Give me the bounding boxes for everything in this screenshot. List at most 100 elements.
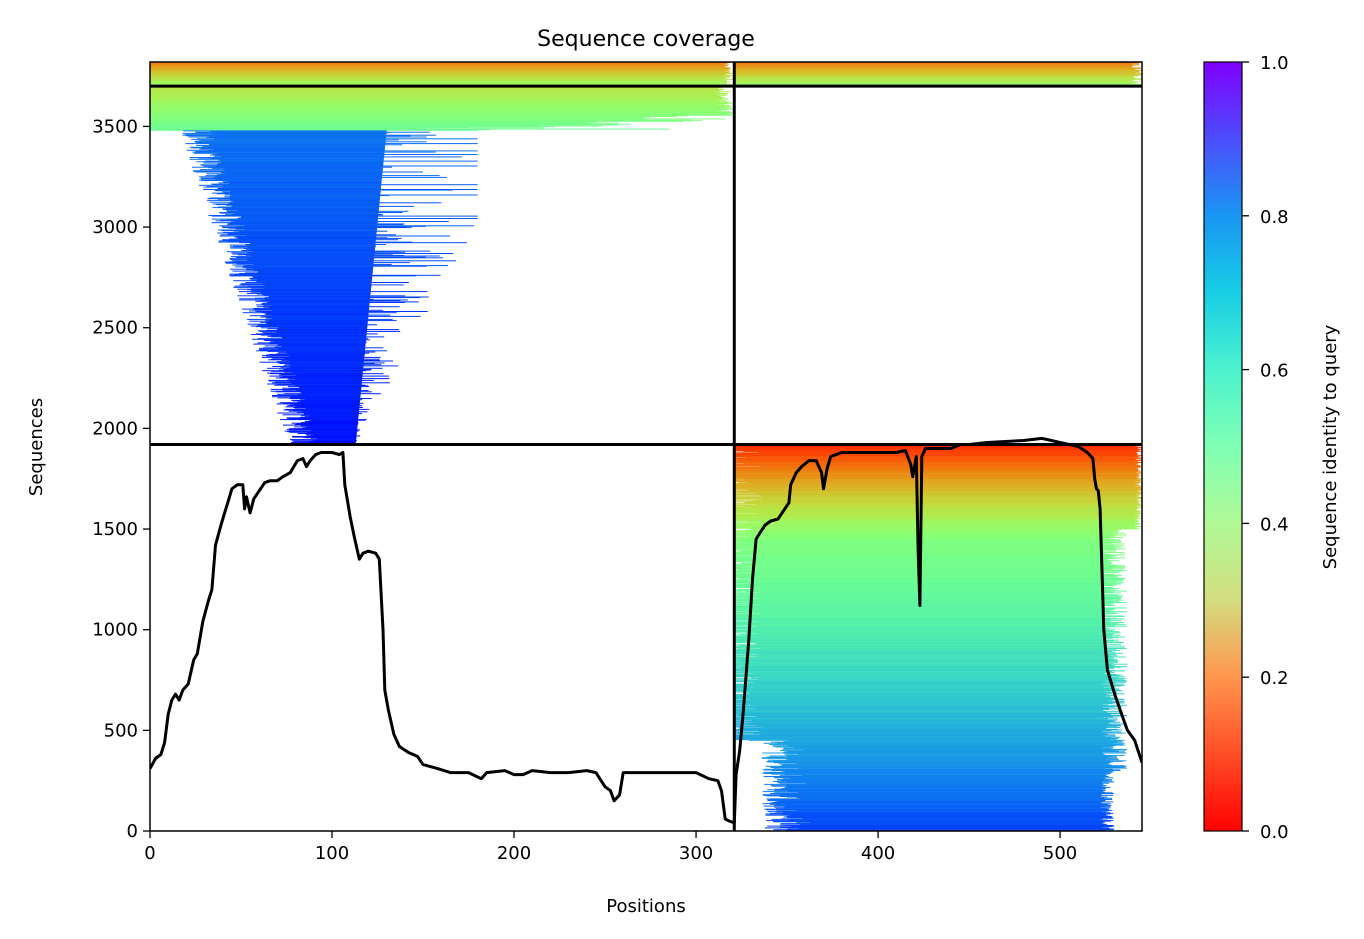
coverage-row [756, 504, 1141, 506]
coverage-row [269, 353, 365, 355]
coverage-row [150, 89, 723, 91]
coverage-row [734, 538, 1114, 540]
coverage-row [789, 777, 1106, 779]
coverage-row [734, 701, 1117, 703]
coverage-row [150, 106, 725, 108]
coverage-row [150, 128, 426, 129]
coverage-row [239, 299, 408, 301]
coverage-row [197, 142, 386, 144]
coverage-row [786, 756, 1113, 758]
coverage-row [242, 266, 374, 268]
coverage-row [220, 173, 383, 175]
coverage-row [212, 154, 478, 155]
coverage-row [245, 244, 387, 245]
coverage-row [316, 438, 357, 440]
coverage-row [200, 177, 382, 179]
coverage-row [755, 500, 1137, 501]
coverage-row [150, 119, 692, 121]
coverage-row [734, 710, 1123, 712]
coverage-row [734, 74, 1141, 76]
coverage-row [734, 519, 1136, 521]
coverage-row [281, 359, 380, 361]
coverage-row [734, 574, 1115, 576]
coverage-row [744, 479, 1141, 481]
coverage-row [766, 795, 1102, 797]
coverage-row [767, 800, 1106, 802]
coverage-row [745, 534, 1127, 536]
x-tick-label: 100 [315, 843, 349, 864]
coverage-row [234, 260, 374, 262]
coverage-row [751, 721, 1120, 723]
coverage-row [734, 536, 1116, 538]
coverage-row [734, 473, 1141, 475]
coverage-row [757, 620, 1105, 622]
coverage-row [734, 654, 1110, 656]
coverage-row [296, 423, 359, 425]
coverage-row [150, 71, 725, 73]
coverage-row [734, 503, 1140, 505]
coverage-row [783, 748, 1111, 750]
coverage-row [734, 567, 1116, 569]
coverage-row [211, 183, 382, 185]
coverage-row [734, 613, 1110, 615]
coverage-row [734, 710, 1104, 712]
coverage-row [203, 189, 478, 190]
coverage-row [195, 171, 423, 173]
coverage-row [236, 237, 402, 239]
coverage-row [750, 565, 1118, 567]
coverage-row [786, 758, 1107, 760]
coverage-row [250, 334, 367, 335]
colorbar-tick-label: 0.8 [1260, 207, 1289, 228]
coverage-row [215, 220, 378, 222]
coverage-row [734, 72, 1142, 74]
coverage-row [150, 83, 731, 85]
coverage-row [150, 65, 725, 67]
coverage-row [734, 640, 1114, 642]
coverage-row [742, 671, 1112, 672]
coverage-row [769, 772, 1109, 774]
coverage-row [218, 229, 377, 231]
coverage-row [736, 652, 1104, 654]
coverage-row [755, 588, 1119, 590]
coverage-row [802, 817, 1114, 819]
coverage-row [800, 823, 1108, 825]
coverage-row [214, 137, 386, 139]
coverage-row [783, 764, 1108, 765]
coverage-row [245, 272, 373, 274]
coverage-row [758, 451, 1137, 453]
coverage-row [150, 93, 728, 94]
coverage-row [775, 812, 1111, 814]
coverage-row [150, 75, 726, 77]
coverage-row [734, 65, 1132, 67]
coverage-row [734, 627, 1106, 629]
coverage-row [220, 161, 384, 163]
coverage-row [265, 322, 368, 324]
coverage-row [287, 405, 363, 407]
coverage-row [734, 472, 1139, 474]
coverage-row [150, 63, 727, 65]
coverage-row [230, 190, 381, 192]
coverage-row [304, 420, 358, 422]
coverage-row [762, 791, 1104, 793]
coverage-row [734, 693, 1109, 695]
coverage-row [734, 458, 1137, 460]
coverage-row [734, 579, 1124, 581]
coverage-row [258, 349, 365, 351]
coverage-row [150, 77, 728, 79]
coverage-row [754, 642, 1105, 644]
coverage-row [292, 436, 357, 438]
coverage-row [262, 355, 365, 357]
coverage-row [734, 707, 1103, 709]
coverage-row [314, 433, 357, 435]
coverage-row [279, 376, 363, 378]
coverage-row [734, 651, 1113, 652]
coverage-row [745, 693, 1125, 695]
coverage-row [748, 521, 1139, 523]
coverage-row [238, 291, 428, 293]
coverage-row [221, 172, 383, 174]
coverage-row [787, 790, 1103, 792]
coverage-row [747, 481, 1141, 483]
coverage-row [150, 105, 732, 107]
coverage-row [222, 239, 399, 241]
coverage-row [150, 92, 722, 94]
